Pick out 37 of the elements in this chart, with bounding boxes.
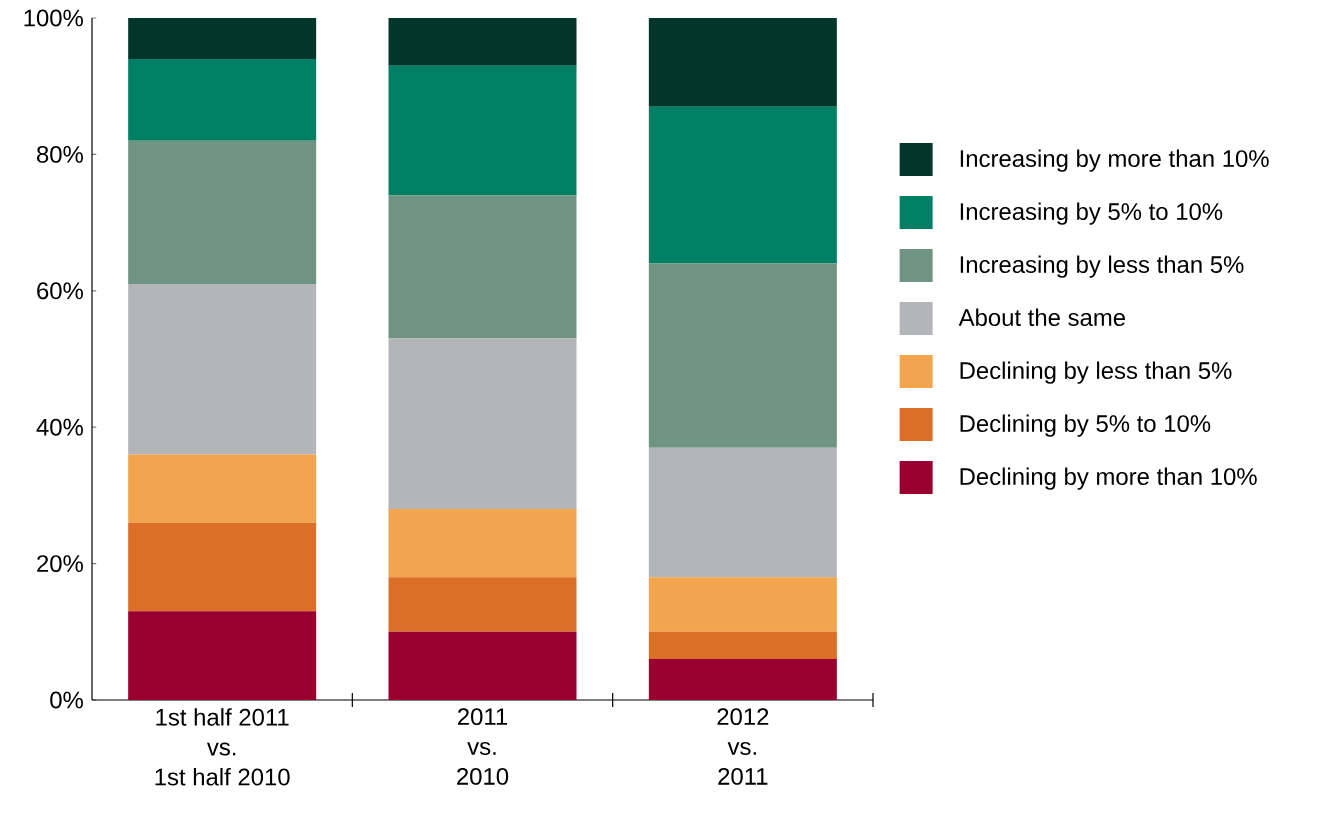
bar [388,65,577,196]
y-tick-label: 0% [50,691,83,709]
bar [648,106,837,264]
legend-label: Increasing by less than 5% [960,255,1244,278]
bar [128,58,317,141]
bar [388,577,577,632]
bar [388,17,577,66]
bar [648,631,837,660]
y-tick-label: 80% [37,145,83,163]
legend-label: Declining by less than 5% [960,361,1232,384]
bar [388,631,577,700]
y-tick-label: 100% [24,9,83,27]
bar [648,17,837,107]
legend-label: Declining by more than 10% [960,467,1257,490]
bar [388,195,577,339]
x-tick-label: 2012 vs. 2011 [717,708,769,785]
bar [128,283,317,455]
bar [128,454,317,523]
legend-label: Increasing by 5% to 10% [960,202,1223,225]
bar [128,17,317,59]
legend-label: Increasing by more than 10% [960,149,1269,172]
bar [128,522,317,612]
x-tick-label: 1st half 2011 vs. 1st half 2010 [155,708,290,786]
bar [648,659,837,700]
y-tick-label: 40% [36,418,83,436]
bar [388,338,577,510]
bar [128,140,317,284]
legend-label: About the same [958,308,1125,327]
legend-label: Declining by 5% to 10% [960,414,1211,437]
x-tick-label: 2011 vs. 2010 [457,708,509,785]
bar [128,611,317,700]
bar [648,263,837,448]
bar [648,577,837,632]
y-tick-label: 60% [37,282,83,300]
bar [388,509,577,578]
y-tick-label: 20% [37,555,83,573]
bar [648,447,837,578]
